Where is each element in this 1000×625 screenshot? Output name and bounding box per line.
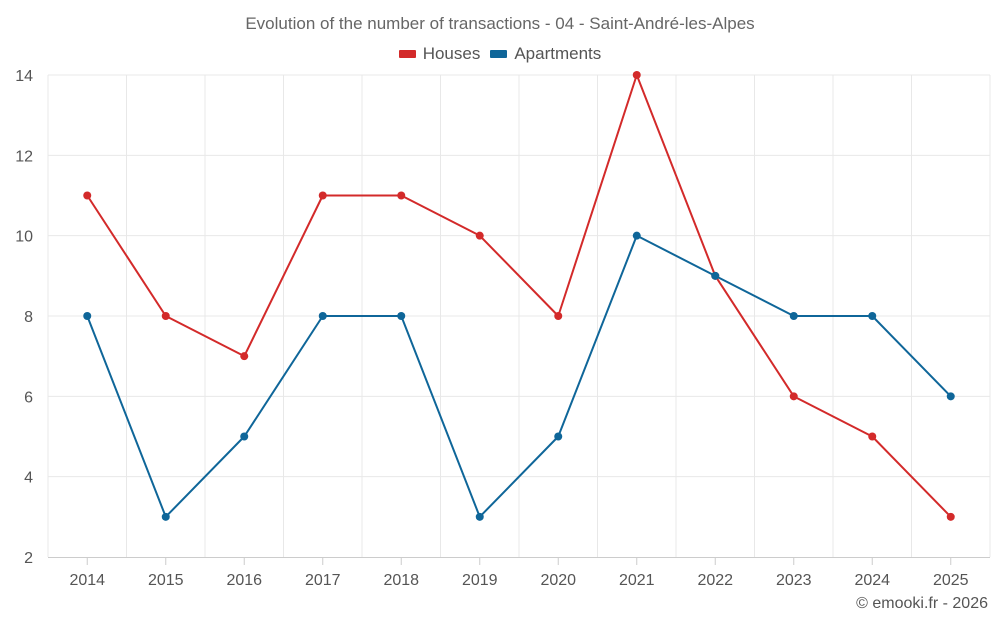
y-tick-label: 10	[15, 229, 33, 246]
y-tick-label: 4	[24, 470, 33, 487]
legend-item-houses[interactable]: Houses	[398, 44, 481, 64]
y-tick-label: 12	[15, 148, 33, 165]
data-point-apartments[interactable]: Apartments 2020: 5	[554, 432, 563, 441]
data-point-apartments[interactable]: Apartments 2014: 8	[83, 312, 92, 320]
x-tick-label: 2018	[383, 572, 419, 589]
x-tick-label: 2022	[697, 572, 733, 589]
data-point-houses[interactable]: Houses 2021: 14	[632, 71, 641, 79]
data-point-houses[interactable]: Houses 2017: 11	[318, 191, 327, 200]
data-point-apartments[interactable]: Apartments 2016: 5	[240, 432, 249, 441]
y-tick-label: 8	[24, 309, 33, 326]
x-tick-label: 2024	[854, 572, 890, 589]
y-tick-label: 6	[24, 389, 33, 406]
data-point-houses[interactable]: Houses 2014: 11	[83, 191, 92, 200]
legend-label-houses: Houses	[422, 44, 481, 63]
x-tick-label: 2025	[933, 572, 969, 589]
data-point-houses[interactable]: Houses 2025: 3	[946, 512, 955, 521]
x-tick-label: 2017	[305, 572, 341, 589]
series-line-houses	[86, 74, 952, 518]
legend-swatch-apartments	[490, 50, 508, 58]
data-point-apartments[interactable]: Apartments 2019: 3	[475, 512, 484, 521]
data-point-houses[interactable]: Houses 2024: 5	[868, 432, 877, 441]
x-tick-label: 2020	[540, 572, 576, 589]
data-point-apartments[interactable]: Apartments 2025: 6	[946, 392, 955, 401]
data-point-apartments[interactable]: Apartments 2021: 10	[632, 231, 641, 240]
data-point-apartments[interactable]: Apartments 2015: 3	[161, 512, 170, 521]
y-tick-label: 2	[24, 550, 33, 567]
chart-legend: Houses Apartments	[0, 44, 1000, 64]
data-point-apartments[interactable]: Apartments 2023: 8	[789, 312, 798, 320]
x-tick-label: 2016	[226, 572, 262, 589]
legend-item-apartments[interactable]: Apartments	[490, 44, 601, 64]
legend-swatch-houses	[398, 50, 416, 58]
credits: © emooki.fr - 2026	[856, 595, 988, 612]
data-point-apartments[interactable]: Apartments 2024: 8	[868, 312, 877, 320]
x-tick-label: 2023	[776, 572, 812, 589]
data-point-houses[interactable]: Houses 2023: 6	[789, 392, 798, 401]
y-tick-label: 14	[15, 68, 33, 85]
legend-label-apartments: Apartments	[514, 44, 602, 63]
data-point-apartments[interactable]: Apartments 2022: 9	[711, 271, 720, 280]
x-tick-label: 2014	[69, 572, 105, 589]
series-line-apartments	[86, 234, 952, 518]
data-point-houses[interactable]: Houses 2016: 7	[240, 352, 249, 361]
x-tick-label: 2019	[462, 572, 498, 589]
data-point-houses[interactable]: Houses 2020: 8	[554, 312, 563, 320]
data-point-houses[interactable]: Houses 2019: 10	[475, 231, 484, 240]
data-point-houses[interactable]: Houses 2018: 11	[397, 191, 406, 200]
chart-title: Evolution of the number of transactions …	[245, 14, 755, 33]
data-point-apartments[interactable]: Apartments 2017: 8	[318, 312, 327, 320]
x-tick-label: 2015	[148, 572, 184, 589]
data-point-houses[interactable]: Houses 2015: 8	[161, 312, 170, 320]
x-tick-label: 2021	[619, 572, 655, 589]
data-point-apartments[interactable]: Apartments 2018: 8	[397, 312, 406, 320]
